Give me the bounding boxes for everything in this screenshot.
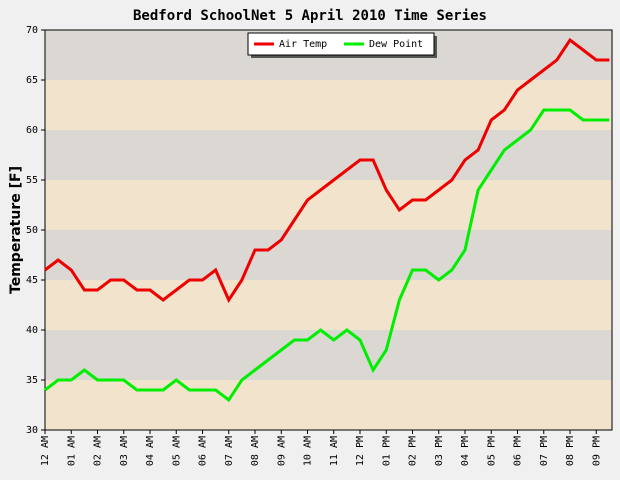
y-tick-label: 40 [26,325,38,336]
y-tick-label: 70 [26,25,38,36]
x-tick-label: 09 AM [276,436,287,466]
x-tick-label: 04 PM [460,436,471,466]
band [45,230,612,280]
x-tick-label: 08 AM [250,436,261,466]
y-tick-label: 30 [26,425,38,436]
plot [44,37,610,403]
band [45,330,612,380]
x-tick-label: 10 AM [303,436,314,466]
x-tick-label: 12 AM [40,436,51,466]
x-tick-label: 01 AM [66,436,77,466]
y-tick-label: 55 [26,175,38,186]
x-tick-label: 05 AM [171,436,182,466]
band [45,380,612,430]
legend-label: Air Temp [279,39,327,50]
series-line [44,37,610,304]
x-tick-label: 03 PM [434,436,445,466]
band [45,280,612,330]
x-tick-label: 12 PM [355,436,366,466]
x-tick-label: 11 AM [329,436,340,466]
x-tick-label: 06 AM [198,436,209,466]
legend: Air Temp Dew Point [247,32,437,58]
x-tick-label: 06 PM [513,436,524,466]
x-tick-label: 07 AM [224,436,235,466]
x-tick-label: 02 PM [408,436,419,466]
y-tick-label: 65 [26,75,38,86]
x-tick-label: 09 PM [591,436,602,466]
y-tick-label: 45 [26,275,38,286]
x-tick-label: 07 PM [539,436,550,466]
x-tick-label: 01 PM [381,436,392,466]
x-tick-label: 03 AM [119,436,130,466]
chart-title: Bedford SchoolNet 5 April 2010 Time Seri… [133,8,487,24]
band [45,130,612,180]
band [45,80,612,130]
band [45,180,612,230]
legend-label: Dew Point [369,39,423,50]
y-axis-label: Temperature [F] [8,166,24,294]
x-tick-label: 08 PM [565,436,576,466]
y-tick-label: 35 [26,375,38,386]
y-tick-label: 60 [26,125,38,136]
legend-box [247,32,435,56]
x-tick-label: 05 PM [486,436,497,466]
series-line [44,108,610,403]
plot-bands [44,29,613,431]
x-tick-label: 04 AM [145,436,156,466]
y-tick-label: 50 [26,225,38,236]
x-tick-label: 02 AM [93,436,104,466]
